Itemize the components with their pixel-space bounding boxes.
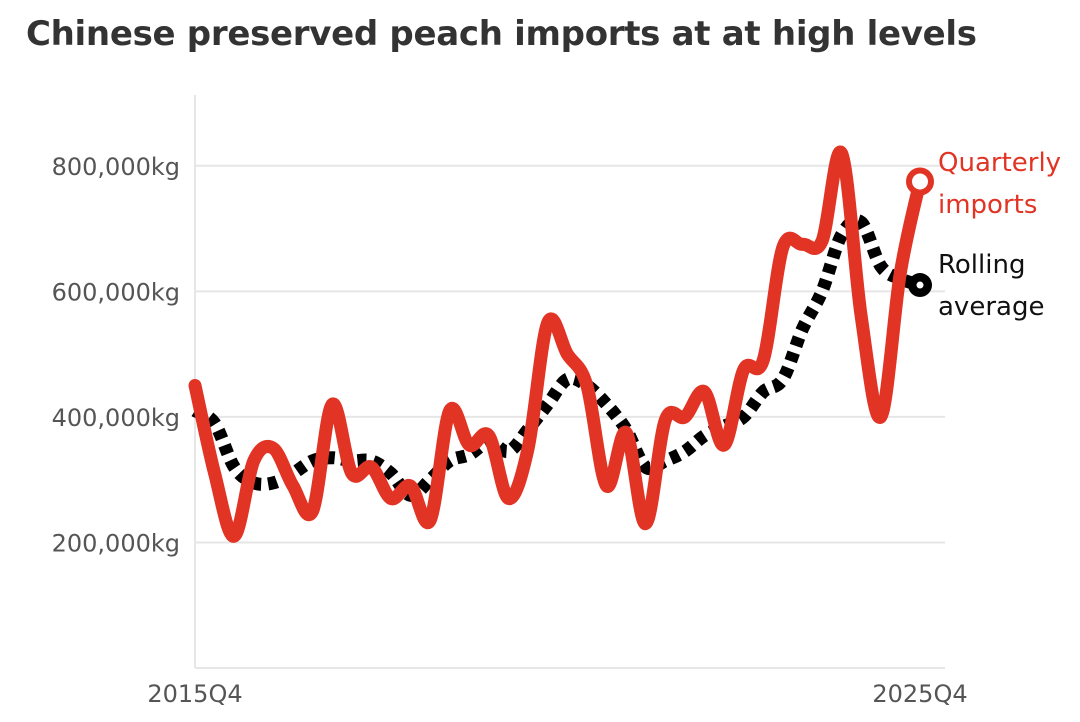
rolling-average-label: average bbox=[938, 292, 1044, 322]
rolling-average-end-marker-center bbox=[916, 281, 924, 289]
quarterly-imports-end-marker bbox=[906, 167, 934, 196]
series-lines bbox=[188, 145, 927, 543]
x-tick-label: 2025Q4 bbox=[872, 680, 967, 708]
series-labels: Quarterly imports Rolling average bbox=[938, 148, 1061, 322]
y-tick-label: 200,000kg bbox=[52, 529, 180, 557]
quarterly-imports-label: imports bbox=[938, 190, 1037, 220]
x-axis-ticks: 2015Q4 2025Q4 bbox=[147, 680, 967, 708]
y-axis-ticks: 200,000kg 400,000kg 600,000kg 800,000kg bbox=[52, 153, 180, 558]
gridlines bbox=[195, 164, 945, 669]
y-tick-label: 800,000kg bbox=[52, 153, 180, 181]
x-tick-label: 2015Q4 bbox=[147, 680, 242, 708]
y-tick-label: 600,000kg bbox=[52, 278, 180, 306]
rolling-average-line bbox=[191, 214, 923, 502]
quarterly-imports-line bbox=[188, 145, 927, 543]
quarterly-imports-label: Quarterly bbox=[938, 148, 1061, 178]
chart-title: Chinese preserved peach imports at at hi… bbox=[26, 14, 977, 54]
y-tick-label: 400,000kg bbox=[52, 404, 180, 432]
series-end-markers bbox=[906, 167, 934, 298]
rolling-average-label: Rolling bbox=[938, 250, 1025, 280]
